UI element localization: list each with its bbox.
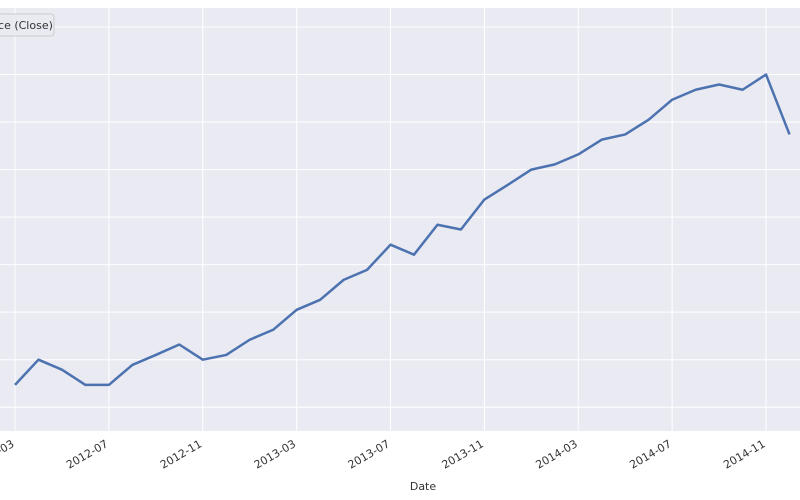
legend: Price (Close) bbox=[0, 13, 55, 37]
x-tick-label: 2014-11 bbox=[721, 437, 767, 471]
price-line bbox=[14, 73, 791, 387]
legend-label: Price (Close) bbox=[0, 19, 53, 32]
x-tick-label: 2014-07 bbox=[627, 437, 673, 471]
x-tick-label: 2012-11 bbox=[158, 437, 204, 471]
x-tick-label: 2013-03 bbox=[252, 437, 298, 471]
x-tick-label: 2013-11 bbox=[440, 437, 486, 471]
legend-box bbox=[0, 13, 55, 37]
x-tick-label: 2012-03 bbox=[0, 437, 17, 471]
x-tick-label: 2014-03 bbox=[533, 437, 579, 471]
plot-area bbox=[0, 8, 800, 431]
x-tick-label: 2012-07 bbox=[64, 437, 110, 471]
x-tick-label: 2013-07 bbox=[346, 437, 392, 471]
x-axis-label: Date bbox=[410, 480, 437, 493]
